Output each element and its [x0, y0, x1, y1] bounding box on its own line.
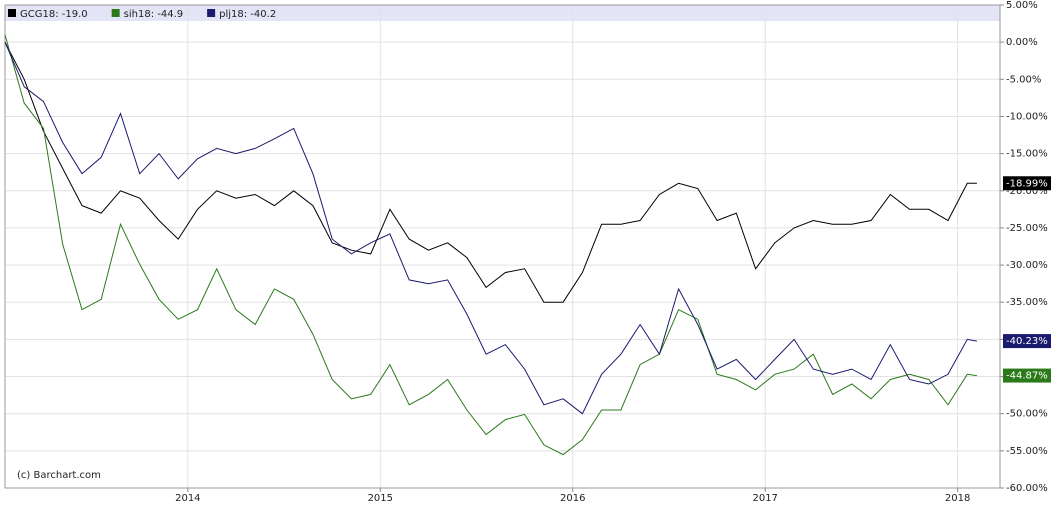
y-tick-label: -60.00%	[1006, 483, 1048, 494]
end-label-box	[1003, 368, 1051, 383]
end-label: -44.87%	[1006, 371, 1048, 382]
y-tick-label: 5.00%	[1006, 0, 1038, 11]
y-tick-label: -50.00%	[1006, 409, 1048, 420]
y-tick-label: -15.00%	[1006, 149, 1048, 160]
x-tick-label: 2017	[752, 493, 777, 504]
legend-label: plj18: -40.2	[219, 9, 276, 20]
end-label-box	[1003, 176, 1051, 191]
y-tick-label: -20.00%	[1006, 186, 1048, 197]
y-tick-label: -5.00%	[1006, 74, 1041, 85]
x-tick-label: 2018	[945, 493, 970, 504]
legend-swatch	[207, 9, 216, 17]
x-tick-label: 2014	[175, 493, 200, 504]
end-label: -18.99%	[1006, 178, 1048, 189]
legend-swatch	[111, 9, 120, 17]
y-tick-label: -35.00%	[1006, 297, 1048, 308]
series-line	[4, 34, 977, 456]
legend-band	[5, 5, 1000, 21]
y-tick-label: -55.00%	[1006, 446, 1048, 457]
y-tick-label: 0.00%	[1006, 37, 1038, 48]
series-line	[4, 41, 977, 303]
legend-label: sih18: -44.9	[124, 9, 183, 20]
x-tick-label: 2015	[368, 493, 393, 504]
series-line	[4, 42, 977, 415]
credit: (c) Barchart.com	[17, 470, 101, 481]
end-label-box	[1003, 334, 1051, 349]
legend-label: GCG18: -19.0	[20, 9, 88, 20]
y-tick-label: -30.00%	[1006, 260, 1048, 271]
end-label: -40.23%	[1006, 336, 1048, 347]
y-tick-label: -25.00%	[1006, 223, 1048, 234]
y-tick-label: -10.00%	[1006, 111, 1048, 122]
x-tick-label: 2016	[560, 493, 585, 504]
legend-swatch	[8, 9, 16, 17]
plot-frame	[4, 4, 1001, 489]
